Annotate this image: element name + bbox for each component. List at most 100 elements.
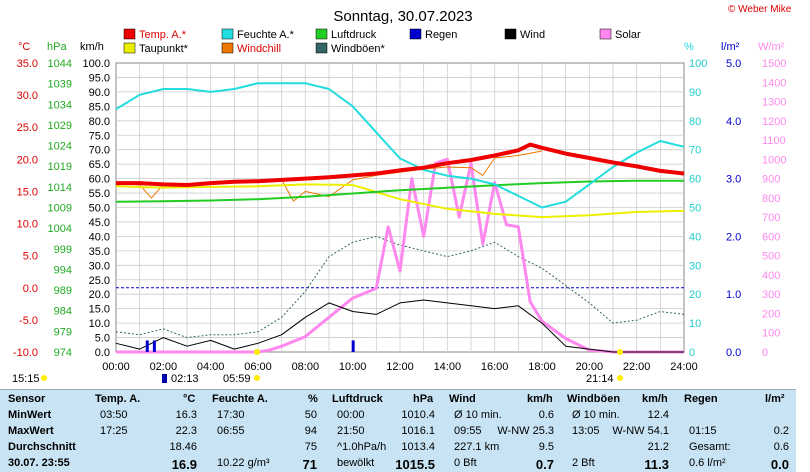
rain-tick-label: 4.0 (726, 116, 741, 128)
legend-label: Temp. A.* (139, 29, 187, 41)
stats-header-pressure-unit: hPa (413, 393, 434, 405)
stats-humidity-value: 94 (304, 425, 317, 437)
axis-unit-labels: °C hPa km/h% l/m² W/m² (18, 41, 785, 53)
series-line-temp-a (116, 142, 685, 187)
stats-temp-value: 16.9 (171, 457, 197, 472)
legend-swatch (504, 28, 517, 40)
stats-rain-value: 0.2 (773, 425, 789, 437)
unit-temp: °C (18, 41, 30, 53)
legend-swatch (599, 28, 612, 40)
wind-tick-label: 55.0 (89, 188, 110, 200)
pressure-tick-label: 989 (54, 285, 72, 297)
moonset-label: 02:13 (171, 373, 199, 385)
rain-tick-label: 3.0 (726, 174, 741, 186)
chart-title: Sonntag, 30.07.2023 (333, 8, 472, 25)
humidity-tick-label: 40 (689, 231, 701, 243)
stats-gust-direction: W-NW 54.1 (612, 425, 669, 437)
wind-tick-label: 15.0 (89, 304, 110, 316)
pressure-tick-label: 1034 (48, 99, 72, 111)
sun-moon-markers: 15:15 02:13 05:59 21:14 (12, 349, 623, 385)
legend-swatch (221, 42, 234, 54)
sunrise-label: 05:59 (223, 373, 251, 385)
stats-row-label: 30.07. 23:55 (8, 457, 70, 469)
wind-tick-label: 0.0 (95, 347, 110, 359)
moon-phase-icon (162, 374, 167, 383)
wind-tick-label: 40.0 (89, 231, 110, 243)
stats-gust-value: 21.2 (647, 441, 669, 453)
pressure-tick-label: 1029 (48, 120, 72, 132)
stats-gust-value: 12.4 (647, 409, 669, 421)
legend-label: Windböen* (331, 43, 386, 55)
stats-pressure-time: 21:50 (337, 425, 365, 437)
temp-tick-label: 25.0 (17, 122, 38, 134)
sunset-label: 21:14 (586, 373, 614, 385)
rain-bar (152, 340, 156, 352)
solar-tick-label: 1400 (762, 77, 786, 89)
stats-humidity-value: 50 (304, 409, 317, 421)
stats-gust-time: 2 Bft (572, 457, 595, 469)
solar-tick-label: 1200 (762, 116, 786, 128)
stats-wind-value: 0.7 (535, 457, 554, 472)
rain-bar (145, 340, 149, 352)
time-tick-label: 22:00 (623, 361, 651, 373)
solar-tick-label: 1000 (762, 154, 786, 166)
stats-wind-value: 0.6 (538, 409, 554, 421)
pressure-tick-label: 1009 (48, 203, 72, 215)
stats-wind-direction: W-NW 25.3 (497, 425, 554, 437)
wind-tick-label: 90.0 (89, 87, 110, 99)
time-tick-label: 16:00 (481, 361, 509, 373)
stats-header-pressure: Luftdruck (332, 393, 383, 405)
legend-swatch (123, 28, 136, 40)
time-tick-label: 02:00 (150, 361, 178, 373)
copyright-label: © Weber Mike (728, 4, 792, 15)
wind-tick-label: 75.0 (89, 130, 110, 142)
wind-tick-label: 5.0 (95, 333, 110, 345)
legend-label: Solar (615, 29, 641, 41)
solar-tick-label: 1100 (762, 135, 786, 147)
rain-tick-label: 2.0 (726, 231, 741, 243)
solar-tick-label: 900 (762, 174, 780, 186)
statistics-table: Sensor Temp. A. °C Feuchte A. % Luftdruc… (0, 389, 796, 472)
stats-header-temp: Temp. A. (95, 393, 141, 405)
temp-tick-label: -5.0 (19, 315, 38, 327)
pressure-tick-label: 1014 (48, 182, 72, 194)
stats-pressure-value: 1013.4 (401, 441, 435, 453)
legend-swatch (123, 42, 136, 54)
legend-label: Regen (425, 29, 457, 41)
humidity-tick-label: 50 (689, 203, 701, 215)
series-line-feuchte-a (115, 82, 685, 209)
time-tick-label: 20:00 (576, 361, 604, 373)
legend-label: Windchill (237, 43, 281, 55)
unit-solar: W/m² (758, 41, 785, 53)
wind-tick-label: 95.0 (89, 72, 110, 84)
legend-swatch (315, 42, 328, 54)
pressure-tick-label: 1019 (48, 161, 72, 173)
unit-rain: l/m² (721, 41, 740, 53)
solar-tick-label: 1500 (762, 58, 786, 70)
unit-humidity: % (684, 41, 694, 53)
temp-tick-label: 15.0 (17, 186, 38, 198)
pressure-tick-label: 979 (54, 326, 72, 338)
wind-tick-label: 35.0 (89, 246, 110, 258)
series-lines (115, 82, 685, 354)
solar-tick-label: 300 (762, 289, 780, 301)
legend: Temp. A.* Feuchte A.* Luftdruck Regen Wind So… (123, 28, 641, 55)
stats-rain-time: 0.6 l/m² (689, 457, 726, 469)
rain-tick-label: 5.0 (726, 58, 741, 70)
stats-row-label: MinWert (8, 409, 52, 421)
stats-header-wind-unit: km/h (527, 393, 553, 405)
axis-tick-labels: 35.0 30.0 25.0 20.0 15.0 10.0 5.0 0.0 -5.0 -10.0 1… (13, 58, 787, 359)
stats-header-sensor: Sensor (8, 393, 46, 405)
humidity-tick-label: 100 (689, 58, 707, 70)
temp-tick-label: 5.0 (23, 251, 38, 263)
unit-pressure: hPa (47, 41, 67, 53)
time-tick-label: 00:00 (102, 361, 130, 373)
stats-wind-value: 9.5 (538, 441, 554, 453)
humidity-tick-label: 90 (689, 87, 701, 99)
series-line-solar (116, 157, 684, 354)
sunrise-axis-marker (254, 349, 260, 355)
time-tick-label: 04:00 (197, 361, 225, 373)
wind-tick-label: 85.0 (89, 101, 110, 113)
solar-tick-label: 800 (762, 193, 780, 205)
pressure-tick-label: 1024 (48, 141, 72, 153)
